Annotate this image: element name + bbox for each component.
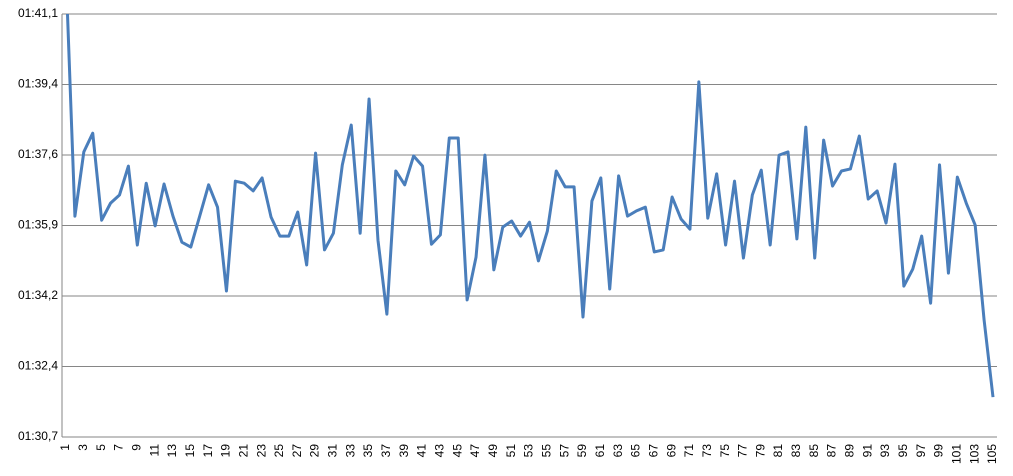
x-tick-label: 51 xyxy=(504,444,518,458)
x-tick-label: 89 xyxy=(843,444,857,458)
x-tick-label: 33 xyxy=(343,444,357,458)
x-tick-label: 91 xyxy=(860,444,874,458)
x-tick-label: 35 xyxy=(361,444,375,458)
x-tick-label: 27 xyxy=(290,444,304,458)
x-tick-label: 79 xyxy=(753,444,767,458)
x-tick-label: 11 xyxy=(147,444,161,457)
x-tick-label: 93 xyxy=(878,444,892,458)
data-line xyxy=(65,14,995,398)
x-tick-label: 69 xyxy=(664,444,678,458)
x-tick-label: 15 xyxy=(183,444,197,458)
y-tick-label: 01:32,4 xyxy=(18,359,58,373)
x-tick-label: 87 xyxy=(825,444,839,458)
x-tick-label: 1 xyxy=(58,444,72,451)
y-tick-label: 01:34,2 xyxy=(18,288,58,302)
y-tick-label: 01:37,6 xyxy=(18,147,58,161)
x-tick-label: 47 xyxy=(468,444,482,458)
x-tick-label: 59 xyxy=(575,444,589,458)
x-tick-label: 43 xyxy=(433,444,447,458)
x-tick-label: 5 xyxy=(94,444,108,451)
x-tick-label: 13 xyxy=(165,444,179,458)
y-tick-label: 01:39,4 xyxy=(18,77,58,91)
x-tick-label: 103 xyxy=(967,444,981,464)
x-tick-label: 19 xyxy=(219,444,233,458)
labels: 01:30,7 01:32,4 01:34,2 01:35,9 01:37,6 01:39… xyxy=(18,6,999,464)
x-tick-label: 75 xyxy=(718,444,732,458)
x-tick-label: 61 xyxy=(593,444,607,458)
x-tick-label: 101 xyxy=(950,444,964,464)
x-tick-label: 17 xyxy=(201,444,215,458)
x-tick-label: 29 xyxy=(308,444,322,458)
x-tick-label: 39 xyxy=(397,444,411,458)
x-tick-label: 73 xyxy=(700,444,714,458)
x-tick-label: 31 xyxy=(326,444,340,458)
x-tick-label: 37 xyxy=(379,444,393,458)
x-tick-label: 71 xyxy=(682,444,696,458)
grid xyxy=(61,13,997,438)
x-tick-label: 7 xyxy=(112,444,126,451)
y-tick-label: 01:30,7 xyxy=(18,429,58,443)
x-tick-label: 65 xyxy=(629,444,643,458)
y-tick-label: 01:35,9 xyxy=(18,218,58,232)
x-tick-label: 57 xyxy=(557,444,571,458)
y-tick-label: 01:41,1 xyxy=(18,6,58,20)
x-tick-label: 77 xyxy=(736,444,750,458)
x-tick-label: 97 xyxy=(914,444,928,458)
x-tick-label: 83 xyxy=(789,444,803,458)
x-tick-label: 85 xyxy=(807,444,821,458)
x-tick-label: 55 xyxy=(539,444,553,458)
x-tick-label: 49 xyxy=(486,444,500,458)
x-tick-label: 23 xyxy=(254,444,268,458)
x-tick-label: 81 xyxy=(771,444,785,458)
x-tick-label: 3 xyxy=(76,444,90,451)
x-tick-label: 99 xyxy=(932,444,946,458)
x-tick-label: 63 xyxy=(611,444,625,458)
x-tick-label: 21 xyxy=(236,444,250,458)
x-tick-label: 25 xyxy=(272,444,286,458)
x-tick-label: 41 xyxy=(415,444,429,458)
x-tick-label: 53 xyxy=(522,444,536,458)
x-tick-label: 105 xyxy=(985,444,999,464)
x-tick-label: 45 xyxy=(450,444,464,458)
plot-area xyxy=(65,14,995,398)
x-tick-label: 67 xyxy=(646,444,660,458)
x-tick-label: 95 xyxy=(896,444,910,458)
x-tick-label: 9 xyxy=(129,444,143,451)
